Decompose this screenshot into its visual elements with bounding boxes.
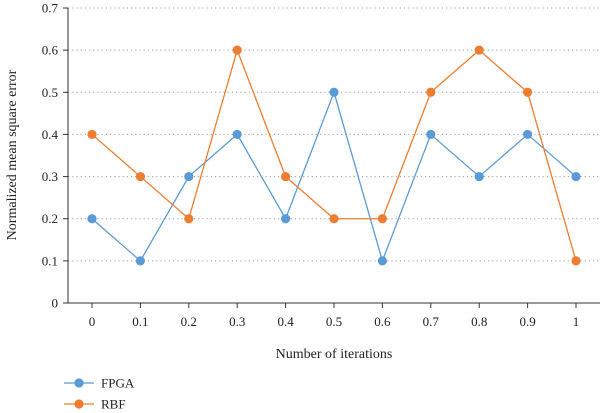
x-tick-label: 0.8 [471,314,487,329]
y-tick-label: 0.5 [42,85,58,100]
data-point-rbf [87,129,97,140]
data-point-fpga [377,256,387,266]
data-point-rbf [135,171,145,182]
x-tick-label: 0.3 [229,314,245,329]
x-tick-label: 1 [573,314,580,329]
data-point-fpga [329,87,339,97]
y-axis-title: Normalized mean square error [5,69,20,240]
data-point-fpga [232,129,242,140]
data-point-fpga [135,256,145,266]
legend-item-rbf: RBF [64,397,126,412]
data-point-fpga [474,171,484,182]
data-point-rbf [474,45,484,55]
y-ticks: 0 0.1 0.2 0.3 0.4 0.5 0.6 0.7 [42,1,68,311]
x-tick-label: 0.7 [423,314,440,329]
legend-marker-rbf [74,399,84,409]
x-tick-label: 0.6 [374,314,391,329]
data-point-fpga [571,171,581,182]
x-axis-title: Number of iterations [276,347,393,362]
x-tick-label: 0.9 [519,314,535,329]
data-point-fpga [87,214,97,224]
legend: FPGA RBF [64,376,135,412]
x-tick-label: 0 [89,314,96,329]
series-group [87,45,581,266]
x-tick-label: 0.5 [326,314,342,329]
legend-label-fpga: FPGA [101,376,135,391]
legend-item-fpga: FPGA [64,376,135,391]
y-tick-label: 0.2 [42,211,58,226]
x-tick-label: 0.2 [181,314,197,329]
data-point-rbf [571,256,581,266]
y-tick-label: 0.7 [42,1,59,16]
axes [67,8,600,304]
data-point-fpga [523,129,533,140]
data-point-fpga [281,214,291,224]
data-point-rbf [184,214,194,224]
y-tick-label: 0.4 [42,127,59,142]
data-point-fpga [426,129,436,140]
y-tick-label: 0.6 [42,43,59,58]
grid-lines [68,7,600,262]
y-tick-label: 0 [52,296,59,311]
data-point-rbf [426,87,436,97]
legend-label-rbf: RBF [101,397,126,412]
data-point-rbf [329,214,339,224]
x-tick-label: 0.1 [132,314,148,329]
y-tick-label: 0.1 [42,253,58,268]
data-point-rbf [232,45,242,55]
y-tick-label: 0.3 [42,169,58,184]
data-point-rbf [523,87,533,97]
x-tick-label: 0.4 [277,314,294,329]
data-point-rbf [281,171,291,182]
data-point-rbf [377,214,387,224]
legend-marker-fpga [74,378,84,388]
x-ticks: 0 0.1 0.2 0.3 0.4 0.5 0.6 0.7 0.8 0.9 1 [89,303,580,329]
data-point-fpga [184,171,194,182]
